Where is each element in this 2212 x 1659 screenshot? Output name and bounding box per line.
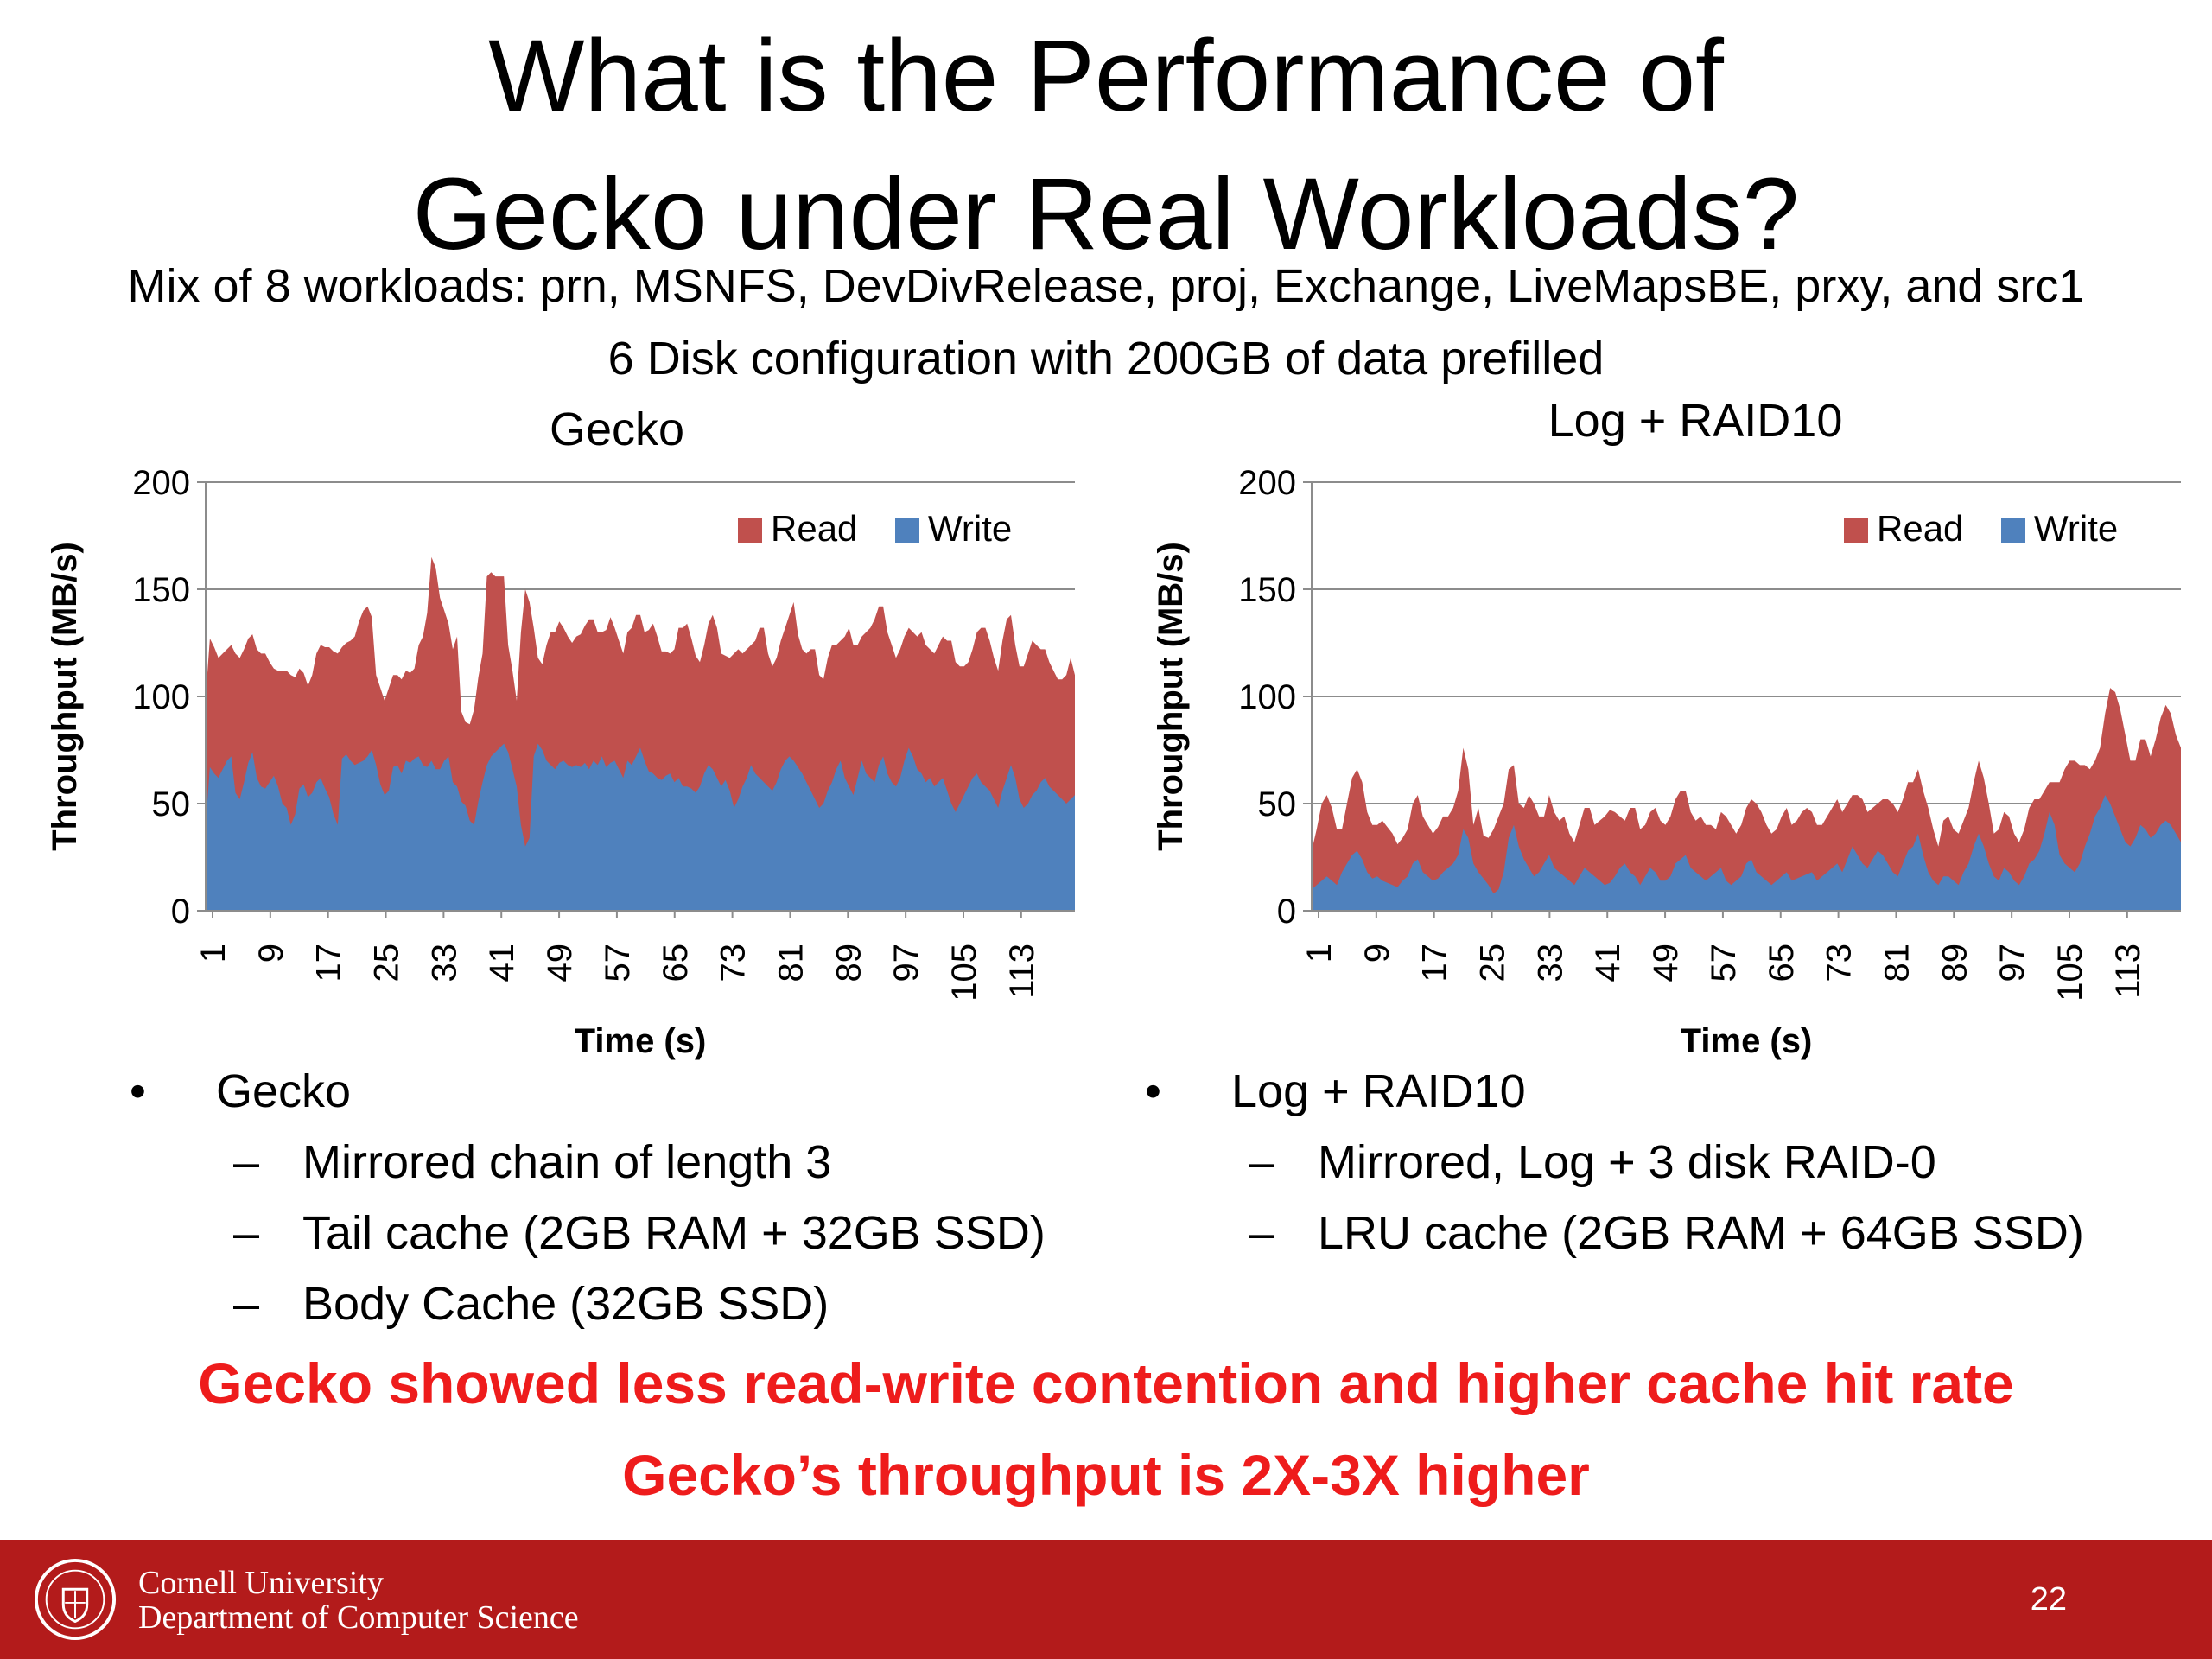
conclusion-throughput: Gecko’s throughput is 2X-3X higher — [622, 1443, 1590, 1507]
sub-bullet: – Mirrored chain of length 3 — [233, 1136, 832, 1188]
legend-write-swatch — [2001, 518, 2025, 543]
x-tick-label: 89 — [830, 944, 868, 982]
x-tick-label: 9 — [252, 944, 290, 963]
legend-write-label: Write — [928, 508, 1012, 549]
read-series-area — [1312, 688, 2181, 911]
bullet-gecko-label: Gecko — [216, 1065, 352, 1117]
chart-title-log-raid10: Log + RAID10 — [1548, 395, 1843, 447]
sub-bullet: – Mirrored, Log + 3 disk RAID-0 — [1249, 1136, 1936, 1188]
sub-bullet: – Body Cache (32GB SSD) — [233, 1278, 830, 1330]
y-tick-label: 200 — [1238, 464, 1296, 502]
x-tick-label: 25 — [368, 944, 406, 982]
university-name: Cornell University — [138, 1565, 384, 1601]
legend-write-label: Write — [2034, 508, 2118, 549]
log-raid10-throughput-chart: 0 50 100 150 200 1 9 17 25 33 41 49 57 65 73 81 89 97 105 1… — [1152, 464, 2181, 1060]
slide-title-line-1: What is the Performance of — [488, 19, 1724, 133]
legend-read-swatch — [1844, 518, 1868, 543]
write-series-area — [206, 743, 1075, 911]
organization-name: Cornell University Department of Compute… — [138, 1566, 579, 1635]
y-tick-label: 200 — [132, 464, 190, 502]
y-tick-label: 50 — [1258, 785, 1297, 823]
slide-title-line-2: Gecko under Real Workloads? — [412, 157, 1800, 271]
x-tick-label: 81 — [772, 944, 810, 982]
x-tick-label: 81 — [1878, 944, 1916, 982]
sub-bullet-label: LRU cache (2GB RAM + 64GB SSD) — [1318, 1207, 2084, 1259]
conclusion-contention: Gecko showed less read-write contention … — [198, 1351, 2014, 1415]
x-tick-label: 73 — [715, 944, 753, 982]
gecko-throughput-chart: 0 50 100 150 200 1 9 17 25 33 41 49 57 65 73 81 89 97 105 1… — [46, 464, 1075, 1060]
department-name: Department of Computer Science — [138, 1599, 579, 1636]
x-tick-label: 57 — [599, 944, 637, 982]
x-tick-label: 41 — [483, 944, 521, 982]
y-tick-label: 0 — [1277, 893, 1296, 931]
y-axis-title: Throughput (MB/s) — [46, 542, 84, 851]
bullet-gecko: • Gecko — [130, 1065, 352, 1117]
x-axis-title: Time (s) — [575, 1022, 707, 1060]
gecko-config-list: • Gecko – Mirrored chain of length 3 – Tail… — [130, 1056, 1080, 1339]
x-tick-label: 41 — [1589, 944, 1627, 982]
x-tick-label: 105 — [2051, 944, 2089, 1001]
legend-read-swatch — [738, 518, 762, 543]
x-tick-label: 1 — [1300, 944, 1338, 963]
log-raid10-config-list: • Log + RAID10 – Mirrored, Log + 3 disk RA… — [1145, 1056, 2139, 1268]
y-axis-title: Throughput (MB/s) — [1152, 542, 1190, 851]
sub-bullet-label: Body Cache (32GB SSD) — [302, 1278, 830, 1330]
sub-bullet-label: Tail cache (2GB RAM + 32GB SSD) — [302, 1207, 1046, 1259]
footer-bar: Cornell University Department of Compute… — [0, 1540, 2212, 1659]
x-tick-label: 65 — [657, 944, 695, 982]
bullet-log-raid10-label: Log + RAID10 — [1231, 1065, 1526, 1117]
x-tick-label: 49 — [1647, 944, 1685, 982]
x-tick-label: 105 — [945, 944, 983, 1001]
y-tick-label: 100 — [1238, 678, 1296, 716]
disk-configuration: 6 Disk configuration with 200GB of data … — [607, 333, 1605, 385]
x-tick-label: 97 — [1993, 944, 2031, 982]
legend-read-label: Read — [1877, 508, 1963, 549]
x-tick-label: 57 — [1705, 944, 1743, 982]
x-tick-label: 65 — [1763, 944, 1801, 982]
cornell-seal-icon — [34, 1558, 117, 1641]
legend-read-label: Read — [771, 508, 857, 549]
workload-description: Mix of 8 workloads: prn, MSNFS, DevDivRe… — [127, 260, 2085, 312]
y-tick-label: 150 — [132, 571, 190, 609]
x-tick-label: 1 — [194, 944, 232, 963]
x-tick-label: 17 — [310, 944, 348, 982]
slide-title: What is the Performance of Gecko under R… — [0, 7, 2212, 283]
x-tick-label: 33 — [1531, 944, 1569, 982]
x-tick-label: 113 — [2109, 944, 2147, 999]
y-tick-label: 50 — [152, 785, 191, 823]
x-tick-label: 33 — [425, 944, 463, 982]
x-axis-title: Time (s) — [1681, 1022, 1813, 1060]
x-tick-label: 49 — [541, 944, 579, 982]
y-tick-label: 0 — [171, 893, 190, 931]
write-series-area — [1312, 795, 2181, 911]
page-number: 22 — [2030, 1581, 2067, 1618]
sub-bullet-label: Mirrored chain of length 3 — [302, 1136, 832, 1188]
x-tick-label: 73 — [1821, 944, 1859, 982]
x-tick-label: 89 — [1936, 944, 1974, 982]
x-tick-label: 9 — [1358, 944, 1396, 963]
x-tick-label: 97 — [887, 944, 925, 982]
chart-title-gecko: Gecko — [549, 404, 685, 455]
x-tick-label: 17 — [1416, 944, 1454, 982]
bullet-log-raid10: • Log + RAID10 — [1145, 1065, 1526, 1117]
legend-write-swatch — [895, 518, 919, 543]
sub-bullet: – LRU cache (2GB RAM + 64GB SSD) — [1249, 1207, 2084, 1259]
sub-bullet: – Tail cache (2GB RAM + 32GB SSD) — [233, 1207, 1046, 1259]
y-tick-label: 100 — [132, 678, 190, 716]
y-tick-label: 150 — [1238, 571, 1296, 609]
x-tick-label: 113 — [1003, 944, 1041, 999]
x-tick-label: 25 — [1474, 944, 1512, 982]
sub-bullet-label: Mirrored, Log + 3 disk RAID-0 — [1318, 1136, 1936, 1188]
